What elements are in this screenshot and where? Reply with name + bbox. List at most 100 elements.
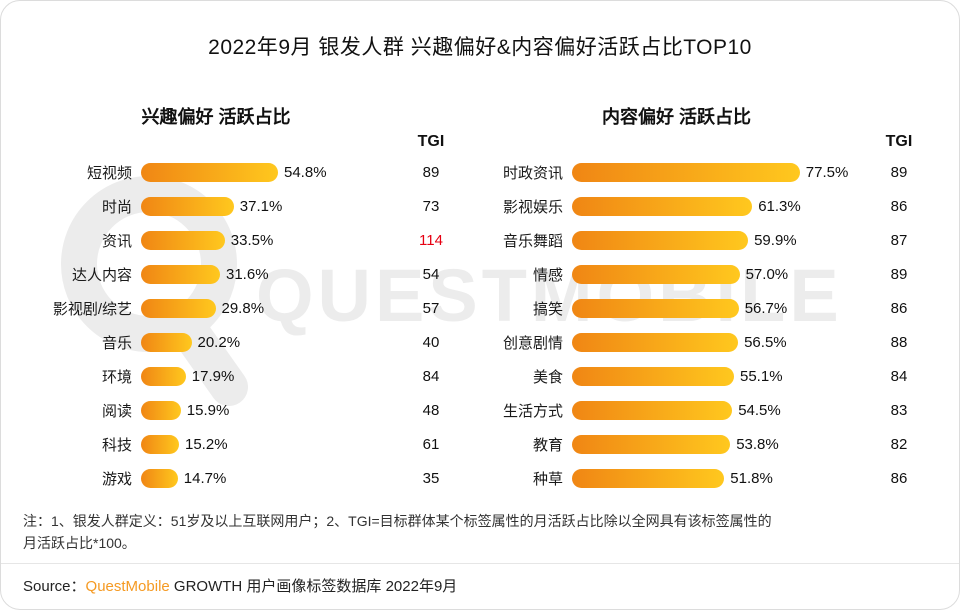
chart-title: 兴趣偏好 活跃占比 bbox=[141, 107, 291, 127]
value-label: 37.1% bbox=[239, 197, 283, 215]
bar-track: 20.2% bbox=[141, 332, 401, 352]
page-title: 2022年9月 银发人群 兴趣偏好&内容偏好活跃占比TOP10 bbox=[208, 36, 752, 59]
bar-track: 57.0% bbox=[572, 264, 869, 284]
bar-track: 77.5% bbox=[572, 162, 869, 182]
bar-track: 56.5% bbox=[572, 332, 869, 352]
tgi-value: 86 bbox=[890, 469, 908, 487]
chart-row: 短视频 54.8% 89 bbox=[31, 155, 461, 189]
charts-row: 兴趣偏好 活跃占比 TGI 短视频 54.8% 89 时尚 37.1% 73 资讯 33.5%… bbox=[1, 103, 959, 495]
bar bbox=[141, 230, 225, 250]
tgi-value: 84 bbox=[890, 367, 908, 385]
value-label: 33.5% bbox=[230, 231, 274, 249]
value-label: 14.7% bbox=[183, 469, 227, 487]
tgi-value: 89 bbox=[890, 265, 908, 283]
source-brand: QuestMobile bbox=[85, 578, 170, 596]
category-label: 影视娱乐 bbox=[502, 198, 563, 216]
chart-row: 搞笑 56.7% 86 bbox=[484, 291, 929, 325]
category-label: 音乐舞蹈 bbox=[502, 232, 563, 250]
bar bbox=[572, 230, 749, 250]
bar-track: 15.2% bbox=[141, 434, 401, 454]
tgi-column-header: TGI bbox=[417, 133, 445, 150]
chart-row: 环境 17.9% 84 bbox=[31, 359, 461, 393]
bar bbox=[141, 298, 216, 318]
bar bbox=[141, 162, 278, 182]
tgi-column-header: TGI bbox=[885, 133, 913, 150]
tgi-value: 35 bbox=[422, 469, 440, 487]
tgi-value: 114 bbox=[419, 231, 443, 249]
chart-row: 音乐舞蹈 59.9% 87 bbox=[484, 223, 929, 257]
category-label: 时政资讯 bbox=[502, 164, 563, 182]
value-label: 57.0% bbox=[745, 265, 789, 283]
chart-row: 科技 15.2% 61 bbox=[31, 427, 461, 461]
category-label: 达人内容 bbox=[71, 266, 132, 284]
category-label: 时尚 bbox=[101, 198, 132, 216]
bar-track: 54.8% bbox=[141, 162, 401, 182]
chart-title: 内容偏好 活跃占比 bbox=[601, 107, 751, 127]
value-label: 20.2% bbox=[197, 333, 241, 351]
chart-row: 时政资讯 77.5% 89 bbox=[484, 155, 929, 189]
source-line: Source：QuestMobile GROWTH 用户画像标签数据库 2022… bbox=[1, 564, 959, 596]
bar bbox=[141, 434, 179, 454]
bar bbox=[572, 434, 731, 454]
bar bbox=[572, 196, 753, 216]
bar-track: 15.9% bbox=[141, 400, 401, 420]
bar bbox=[572, 332, 739, 352]
chart-interest-preference: 兴趣偏好 活跃占比 TGI 短视频 54.8% 89 时尚 37.1% 73 资讯 33.5%… bbox=[31, 103, 461, 495]
bar-track: 53.8% bbox=[572, 434, 869, 454]
tgi-value: 87 bbox=[890, 231, 908, 249]
bar bbox=[141, 264, 220, 284]
divider bbox=[1, 563, 959, 565]
bar-track: 33.5% bbox=[141, 230, 401, 250]
bar-track: 54.5% bbox=[572, 400, 869, 420]
tgi-value: 83 bbox=[890, 401, 908, 419]
bar-track: 31.6% bbox=[141, 264, 401, 284]
value-label: 15.2% bbox=[185, 435, 228, 453]
chart-row: 阅读 15.9% 48 bbox=[31, 393, 461, 427]
bar-track: 59.9% bbox=[572, 230, 869, 250]
value-label: 15.9% bbox=[186, 401, 230, 419]
category-label: 搞笑 bbox=[532, 300, 563, 318]
tgi-value: 86 bbox=[890, 197, 908, 215]
chart-row: 创意剧情 56.5% 88 bbox=[484, 325, 929, 359]
value-label: 56.7% bbox=[744, 299, 788, 317]
tgi-value: 54 bbox=[422, 265, 440, 283]
bar-rows: 时政资讯 77.5% 89 影视娱乐 61.3% 86 音乐舞蹈 59.9% 87 情感 57.0%… bbox=[484, 155, 929, 495]
value-label: 61.3% bbox=[758, 197, 801, 215]
category-label: 情感 bbox=[532, 266, 563, 284]
bar bbox=[141, 468, 178, 488]
value-label: 51.8% bbox=[730, 469, 773, 487]
tgi-value: 48 bbox=[422, 401, 440, 419]
category-label: 资讯 bbox=[101, 232, 132, 250]
bar-track: 17.9% bbox=[141, 366, 401, 386]
bar bbox=[572, 468, 725, 488]
tgi-value: 57 bbox=[422, 299, 440, 317]
bar-rows: 短视频 54.8% 89 时尚 37.1% 73 资讯 33.5% 114 达人内容 31.6% 54… bbox=[31, 155, 461, 495]
bar bbox=[141, 400, 181, 420]
value-label: 29.8% bbox=[221, 299, 265, 317]
value-label: 56.5% bbox=[744, 333, 787, 351]
value-label: 77.5% bbox=[805, 163, 849, 181]
category-label: 短视频 bbox=[86, 164, 132, 182]
tgi-value: 84 bbox=[422, 367, 440, 385]
bar-track: 37.1% bbox=[141, 196, 401, 216]
value-label: 55.1% bbox=[740, 367, 783, 385]
value-label: 31.6% bbox=[226, 265, 269, 283]
value-label: 54.5% bbox=[738, 401, 781, 419]
bar-track: 61.3% bbox=[572, 196, 869, 216]
tgi-value: 40 bbox=[422, 333, 440, 351]
category-label: 生活方式 bbox=[502, 402, 563, 420]
category-label: 创意剧情 bbox=[502, 334, 563, 352]
bar-track: 29.8% bbox=[141, 298, 401, 318]
chart-row: 生活方式 54.5% 83 bbox=[484, 393, 929, 427]
chart-row: 影视剧/综艺 29.8% 57 bbox=[31, 291, 461, 325]
tgi-value: 86 bbox=[890, 299, 908, 317]
chart-row: 种草 51.8% 86 bbox=[484, 461, 929, 495]
bar-track: 56.7% bbox=[572, 298, 869, 318]
bar bbox=[572, 162, 800, 182]
bar bbox=[141, 366, 186, 386]
value-label: 59.9% bbox=[754, 231, 797, 249]
value-label: 17.9% bbox=[191, 367, 235, 385]
bar bbox=[572, 400, 733, 420]
bar-track: 14.7% bbox=[141, 468, 401, 488]
bar bbox=[572, 264, 740, 284]
